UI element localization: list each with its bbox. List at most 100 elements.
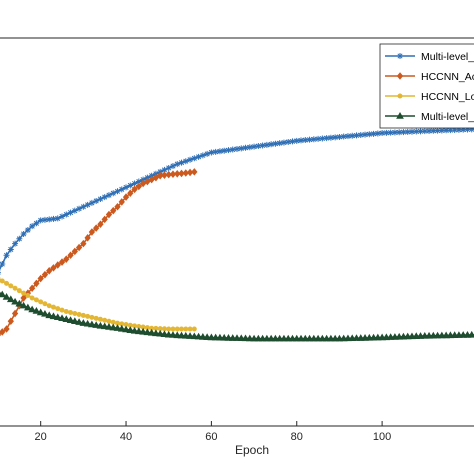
data-point bbox=[29, 223, 36, 230]
data-point bbox=[12, 285, 18, 291]
data-point bbox=[55, 306, 61, 312]
data-point bbox=[430, 127, 437, 134]
data-point bbox=[165, 164, 172, 171]
data-point bbox=[114, 202, 121, 211]
data-point bbox=[127, 189, 134, 197]
data-point bbox=[468, 126, 474, 133]
data-point bbox=[170, 326, 176, 332]
data-point bbox=[174, 161, 181, 168]
data-point bbox=[272, 140, 279, 147]
legend-item: Multi-level_ bbox=[385, 51, 474, 63]
data-point bbox=[169, 331, 177, 338]
data-point bbox=[92, 321, 101, 328]
data-point bbox=[319, 135, 326, 142]
data-point bbox=[42, 301, 48, 307]
data-point bbox=[332, 134, 339, 141]
data-point bbox=[164, 330, 173, 338]
data-point bbox=[186, 332, 194, 339]
data-point bbox=[225, 147, 232, 154]
data-point bbox=[24, 227, 31, 234]
data-point bbox=[66, 316, 75, 323]
data-point bbox=[96, 321, 105, 329]
data-point bbox=[147, 328, 156, 336]
x-tick-label: 40 bbox=[120, 431, 132, 443]
data-point bbox=[233, 334, 241, 341]
data-point bbox=[131, 185, 138, 194]
data-point bbox=[109, 323, 118, 331]
data-point bbox=[4, 280, 10, 286]
data-point bbox=[166, 326, 172, 332]
data-point bbox=[16, 288, 22, 294]
data-point bbox=[177, 331, 186, 339]
data-point bbox=[156, 329, 165, 337]
data-point bbox=[191, 168, 198, 176]
data-point bbox=[306, 136, 313, 143]
data-point bbox=[143, 328, 152, 336]
data-point bbox=[101, 194, 108, 201]
data-point bbox=[45, 311, 54, 319]
data-point bbox=[106, 318, 112, 324]
data-point bbox=[11, 297, 19, 305]
data-point bbox=[53, 313, 62, 321]
data-point bbox=[434, 127, 441, 134]
data-point bbox=[135, 182, 142, 191]
data-point bbox=[46, 267, 53, 275]
data-point bbox=[50, 304, 56, 310]
data-point bbox=[105, 210, 113, 219]
data-point bbox=[212, 148, 219, 155]
data-point bbox=[139, 179, 147, 188]
data-point bbox=[6, 295, 15, 303]
data-point bbox=[229, 146, 236, 153]
legend-label: HCCNN_Ac bbox=[421, 71, 474, 83]
data-point bbox=[216, 333, 224, 341]
data-point bbox=[8, 283, 14, 289]
data-point bbox=[387, 129, 394, 136]
data-point bbox=[122, 193, 130, 201]
data-point bbox=[460, 126, 467, 133]
data-point bbox=[33, 297, 39, 303]
data-point bbox=[298, 137, 305, 144]
data-point bbox=[241, 334, 250, 342]
data-point bbox=[7, 317, 14, 326]
data-point bbox=[67, 209, 74, 216]
data-point bbox=[340, 133, 347, 140]
data-point bbox=[161, 326, 167, 332]
data-point bbox=[173, 331, 182, 339]
data-point bbox=[54, 215, 61, 222]
legend-item: Multi-level_ bbox=[385, 111, 474, 123]
data-point bbox=[41, 216, 48, 223]
x-tick-label: 60 bbox=[205, 431, 217, 443]
data-point bbox=[447, 127, 454, 134]
data-point bbox=[75, 243, 83, 252]
data-point bbox=[293, 137, 300, 144]
data-point bbox=[140, 176, 147, 183]
legend-swatch-marker bbox=[397, 93, 403, 99]
data-point bbox=[101, 215, 108, 224]
data-point bbox=[190, 332, 199, 340]
data-point bbox=[93, 224, 100, 232]
data-point bbox=[379, 130, 386, 137]
data-point bbox=[97, 220, 104, 229]
data-point bbox=[323, 135, 330, 142]
legend-swatch-marker bbox=[396, 111, 404, 119]
data-point bbox=[396, 129, 403, 136]
data-point bbox=[169, 163, 176, 170]
data-point bbox=[93, 197, 100, 204]
data-point bbox=[59, 213, 66, 220]
data-point bbox=[344, 133, 351, 140]
data-point bbox=[276, 140, 283, 147]
data-point bbox=[118, 198, 125, 206]
data-point bbox=[144, 174, 151, 181]
data-point bbox=[49, 312, 58, 320]
data-point bbox=[33, 279, 40, 288]
data-point bbox=[174, 326, 180, 332]
data-point bbox=[114, 188, 121, 195]
data-point bbox=[207, 333, 216, 341]
data-point bbox=[37, 217, 44, 224]
data-point bbox=[29, 295, 35, 301]
legend: Multi-level_ HCCNN_Ac HCCNN_Lo Multi-level_ bbox=[379, 43, 474, 129]
data-point bbox=[0, 278, 5, 284]
data-point bbox=[85, 313, 91, 319]
data-point bbox=[72, 310, 78, 316]
data-point bbox=[110, 319, 116, 325]
